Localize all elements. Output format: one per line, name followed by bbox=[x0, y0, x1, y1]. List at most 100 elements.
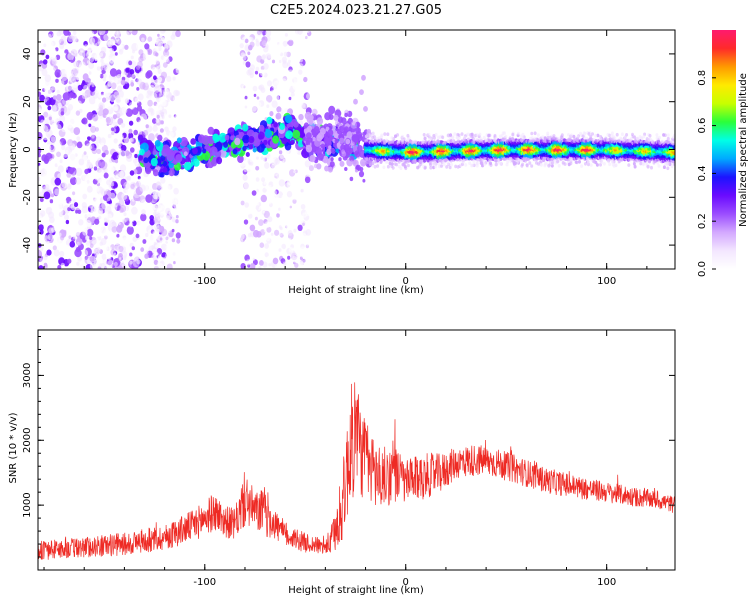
spectrogram-point bbox=[40, 119, 45, 125]
spectrogram-point bbox=[44, 74, 51, 83]
spectrogram-point bbox=[275, 95, 280, 101]
spectrogram-point bbox=[248, 102, 253, 108]
spectrogram-point bbox=[160, 120, 164, 125]
spectrogram-point bbox=[257, 30, 262, 36]
spectrogram-point bbox=[146, 70, 153, 78]
spectrogram-point bbox=[84, 168, 89, 175]
spectrogram-point bbox=[255, 177, 260, 182]
spectrogram-point bbox=[120, 30, 125, 33]
spectrogram-point bbox=[246, 69, 252, 76]
spectrogram-point bbox=[109, 219, 116, 228]
spectrogram-point bbox=[242, 123, 249, 132]
spectrogram-point bbox=[140, 227, 147, 234]
spectrogram-point bbox=[296, 148, 302, 155]
spectrogram-point bbox=[259, 260, 264, 266]
spectrogram-point bbox=[116, 233, 120, 238]
spectrogram-point bbox=[281, 97, 286, 102]
spectrogram-point bbox=[272, 181, 277, 186]
spectrogram-point bbox=[288, 34, 294, 41]
spectrogram-point bbox=[140, 213, 147, 222]
spectrogram-point bbox=[133, 129, 138, 136]
spectrogram-point bbox=[94, 66, 98, 71]
spectrogram-point bbox=[94, 99, 98, 103]
spectrogram-point bbox=[349, 176, 354, 182]
spectrogram-point bbox=[55, 78, 59, 83]
spectrogram-point bbox=[241, 54, 247, 61]
spectrogram-point bbox=[230, 135, 235, 141]
spectrogram-point bbox=[257, 102, 262, 107]
spectrogram-point bbox=[142, 90, 147, 95]
spectrogram-point bbox=[162, 190, 166, 195]
spectrogram-point bbox=[272, 257, 279, 265]
spectrogram-point bbox=[163, 88, 169, 96]
spectrogram-point bbox=[59, 159, 63, 164]
spectrogram-point bbox=[44, 166, 51, 175]
spectrogram-point bbox=[266, 104, 270, 108]
spectrogram-point bbox=[304, 176, 311, 184]
spectrogram-point bbox=[82, 212, 89, 220]
spectrogram-point bbox=[41, 68, 48, 77]
spectrogram-point bbox=[113, 106, 118, 112]
spectrogram-point bbox=[39, 197, 44, 202]
spectrogram-point bbox=[106, 179, 111, 186]
spectrogram-point bbox=[281, 56, 287, 63]
spectrogram-point bbox=[305, 239, 311, 246]
spectrogram-point bbox=[68, 167, 75, 175]
spectrogram-point bbox=[62, 198, 67, 205]
spectrogram-point bbox=[242, 84, 247, 90]
spectrogram-point bbox=[291, 182, 295, 186]
spectrogram-point bbox=[250, 202, 257, 210]
spectrogram-point bbox=[54, 188, 60, 196]
spectrogram-point bbox=[75, 167, 83, 177]
spectrogram-point bbox=[136, 105, 143, 112]
spectrogram-point bbox=[68, 69, 73, 76]
spectrogram-point bbox=[101, 62, 106, 68]
spectrogram-point bbox=[285, 221, 292, 229]
spectrogram-point bbox=[45, 129, 53, 138]
spectrogram-point bbox=[76, 73, 82, 80]
spectrogram-point bbox=[278, 207, 281, 211]
spectrogram-point bbox=[302, 222, 305, 226]
spectrogram-point bbox=[277, 42, 284, 51]
spectrogram-point bbox=[271, 189, 277, 196]
spectrogram-point bbox=[240, 92, 246, 99]
spectrogram-point bbox=[114, 61, 119, 67]
spectrogram-point bbox=[54, 177, 62, 186]
spectrogram-point bbox=[157, 68, 162, 74]
spectrogram-point bbox=[84, 235, 90, 241]
spectrogram-point bbox=[100, 238, 107, 246]
spectrogram-point bbox=[156, 114, 160, 119]
spectrogram-point bbox=[135, 233, 140, 239]
spectrogram-point bbox=[328, 145, 332, 150]
spectrogram-point bbox=[52, 95, 57, 100]
spectrogram-point bbox=[86, 111, 94, 121]
spectrogram-point bbox=[184, 161, 192, 171]
spectrogram-point bbox=[281, 230, 286, 236]
spectrogram-point bbox=[282, 158, 287, 164]
spectrogram-point bbox=[134, 249, 141, 257]
spectrogram-point bbox=[164, 48, 168, 53]
spectrogram-point bbox=[69, 92, 75, 99]
spectrogram-point bbox=[292, 198, 297, 204]
spectrogram-point bbox=[48, 256, 56, 265]
spectrogram-point bbox=[39, 94, 45, 102]
spectrogram-point bbox=[266, 236, 271, 241]
spectrogram-point bbox=[95, 127, 99, 132]
spectrogram-point bbox=[252, 85, 258, 92]
spectrogram-point bbox=[299, 57, 303, 63]
spectrogram-point bbox=[159, 237, 163, 241]
spectrogram-point bbox=[278, 248, 282, 252]
spectrogram-point bbox=[118, 49, 124, 55]
spectrogram-point bbox=[60, 62, 66, 68]
spectrogram-point bbox=[263, 63, 269, 70]
spectrogram-point bbox=[122, 255, 127, 261]
spectrogram-point bbox=[68, 235, 72, 239]
spectrogram-point bbox=[102, 77, 107, 82]
spectrogram-point bbox=[306, 101, 312, 108]
spectrogram-point bbox=[339, 160, 345, 167]
spectrogram-point bbox=[354, 150, 361, 158]
spectrogram-point bbox=[165, 236, 169, 241]
spectrogram-point bbox=[166, 263, 173, 269]
spectrogram-point bbox=[134, 153, 138, 159]
spectrogram-point bbox=[168, 210, 175, 217]
